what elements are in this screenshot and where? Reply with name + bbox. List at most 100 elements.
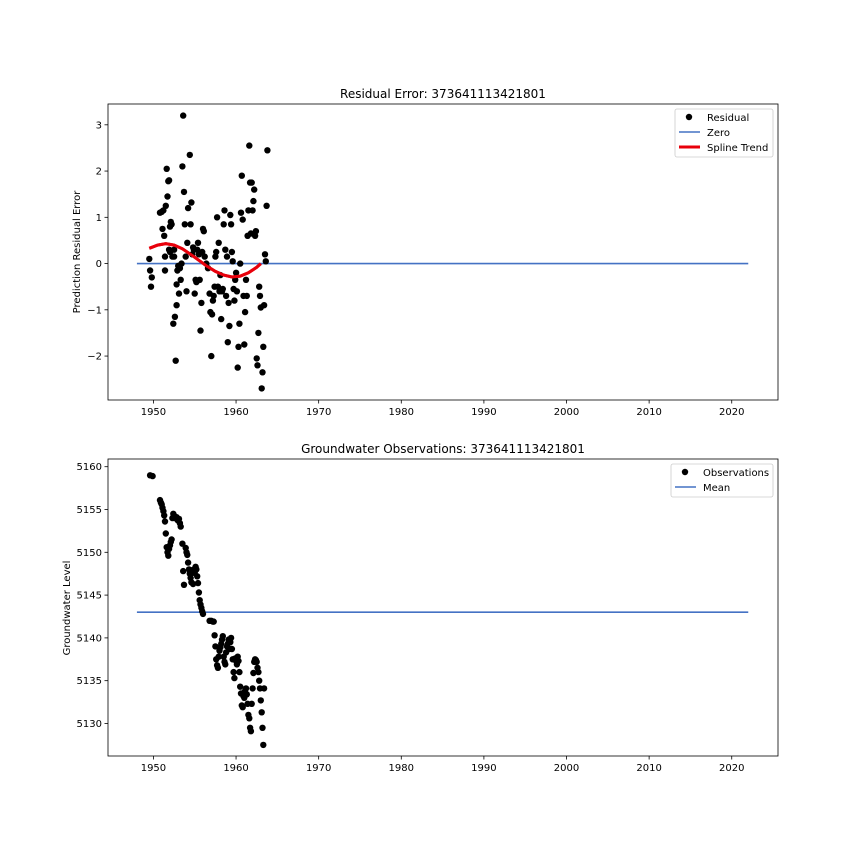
residual-point [146,255,153,263]
x-tick-label: 1990 [471,407,496,418]
observations-point [199,610,207,618]
observations-point [255,668,262,676]
legend-marker-observations [681,468,689,476]
residual-chart-title: Residual Error: 373641113421801 [340,87,546,101]
residual-point [171,313,179,320]
legend-label-observations: Observations [703,468,769,479]
residual-point [170,320,177,327]
residual-point [235,343,242,350]
residual-point [208,352,215,360]
residual-point [241,308,249,316]
residual-point [172,357,179,364]
residual-point [210,292,217,300]
groundwater-subplot: Groundwater Observations: 37364111342180… [62,442,779,774]
y-tick-label: 3 [96,120,102,131]
observations-point [210,618,217,625]
x-tick-label: 2020 [719,407,744,418]
observations-point [231,674,238,682]
residual-point [187,221,194,228]
observations-point [162,530,169,537]
y-tick-label: 2 [96,167,102,178]
residual-point [213,214,221,221]
observations-point [149,472,156,480]
observations-point [189,580,197,588]
observations-point [235,657,242,665]
observations-point [219,633,226,640]
residual-point [162,202,169,209]
residual-point [222,246,229,253]
observations-point [256,677,263,684]
observations-point [215,653,222,660]
residual-point [161,253,169,260]
observations-point [236,668,243,676]
residual-point [159,225,166,233]
observations-point [214,664,222,671]
residual-point [237,260,244,267]
observations-point [195,589,203,596]
legend-label-spline: Spline Trend [707,143,768,154]
legend-marker-residual [685,113,693,121]
observations-point [212,643,219,650]
residual-point [239,216,246,223]
y-tick-label: 0 [96,259,102,270]
y-tick-label: 5135 [77,676,102,687]
observations-point [168,536,175,543]
y-tick-label: 5160 [77,462,102,473]
legend-label-mean: Mean [703,483,730,494]
residual-plot-frame [107,103,779,401]
groundwater-legend: Observations Mean [670,463,774,498]
y-tick-label: 5130 [77,719,102,730]
x-tick-label: 2020 [719,763,744,774]
residual-point [259,369,266,376]
residual-point [201,253,208,260]
observations-point [248,700,255,707]
residual-point [241,341,248,348]
y-tick-label: 5150 [77,548,102,559]
residual-point [233,288,241,295]
observations-point [161,512,168,519]
x-tick-label: 1960 [223,407,248,418]
y-tick-label: 5145 [77,591,102,602]
y-tick-label: −1 [87,305,102,316]
residual-point [191,290,198,297]
residual-point [226,322,233,330]
residual-point [170,253,178,260]
groundwater-legend-box [670,463,774,498]
residual-point [215,239,222,246]
residual-point [250,197,257,205]
residual-point [264,147,271,154]
observations-point [243,691,250,698]
residual-point [173,281,180,288]
residual-point [184,239,191,246]
residual-point [243,292,250,300]
residual-point [183,288,190,295]
residual-point [175,290,183,297]
residual-point [256,283,263,290]
x-tick-label: 1950 [141,763,166,774]
residual-point [223,253,231,260]
residual-point [251,186,258,193]
residual-point [260,343,267,350]
x-tick-label: 2000 [554,407,579,418]
residual-point [170,246,178,253]
residual-plot-area: 1950 1960 1970 1980 1990 2000 2010 2020 −2 −1 0 1 2 3 [87,112,749,418]
residual-point [146,267,154,274]
groundwater-y-axis-label: Groundwater Level [62,561,73,656]
residual-point [236,320,243,327]
observations-point [249,685,256,692]
residual-point [248,179,255,186]
observations-point [180,581,188,588]
observations-point [177,523,184,530]
residual-point [249,207,256,214]
x-tick-label: 2000 [554,763,579,774]
observations-point [246,715,253,722]
observations-point [257,697,264,704]
x-tick-label: 2010 [636,407,661,418]
residual-point [165,177,173,184]
spline-trend-line-overlay [148,242,262,279]
residual-point [220,221,227,228]
residual-point [253,355,260,362]
x-tick-label: 1970 [306,407,331,418]
residual-point [208,311,216,318]
